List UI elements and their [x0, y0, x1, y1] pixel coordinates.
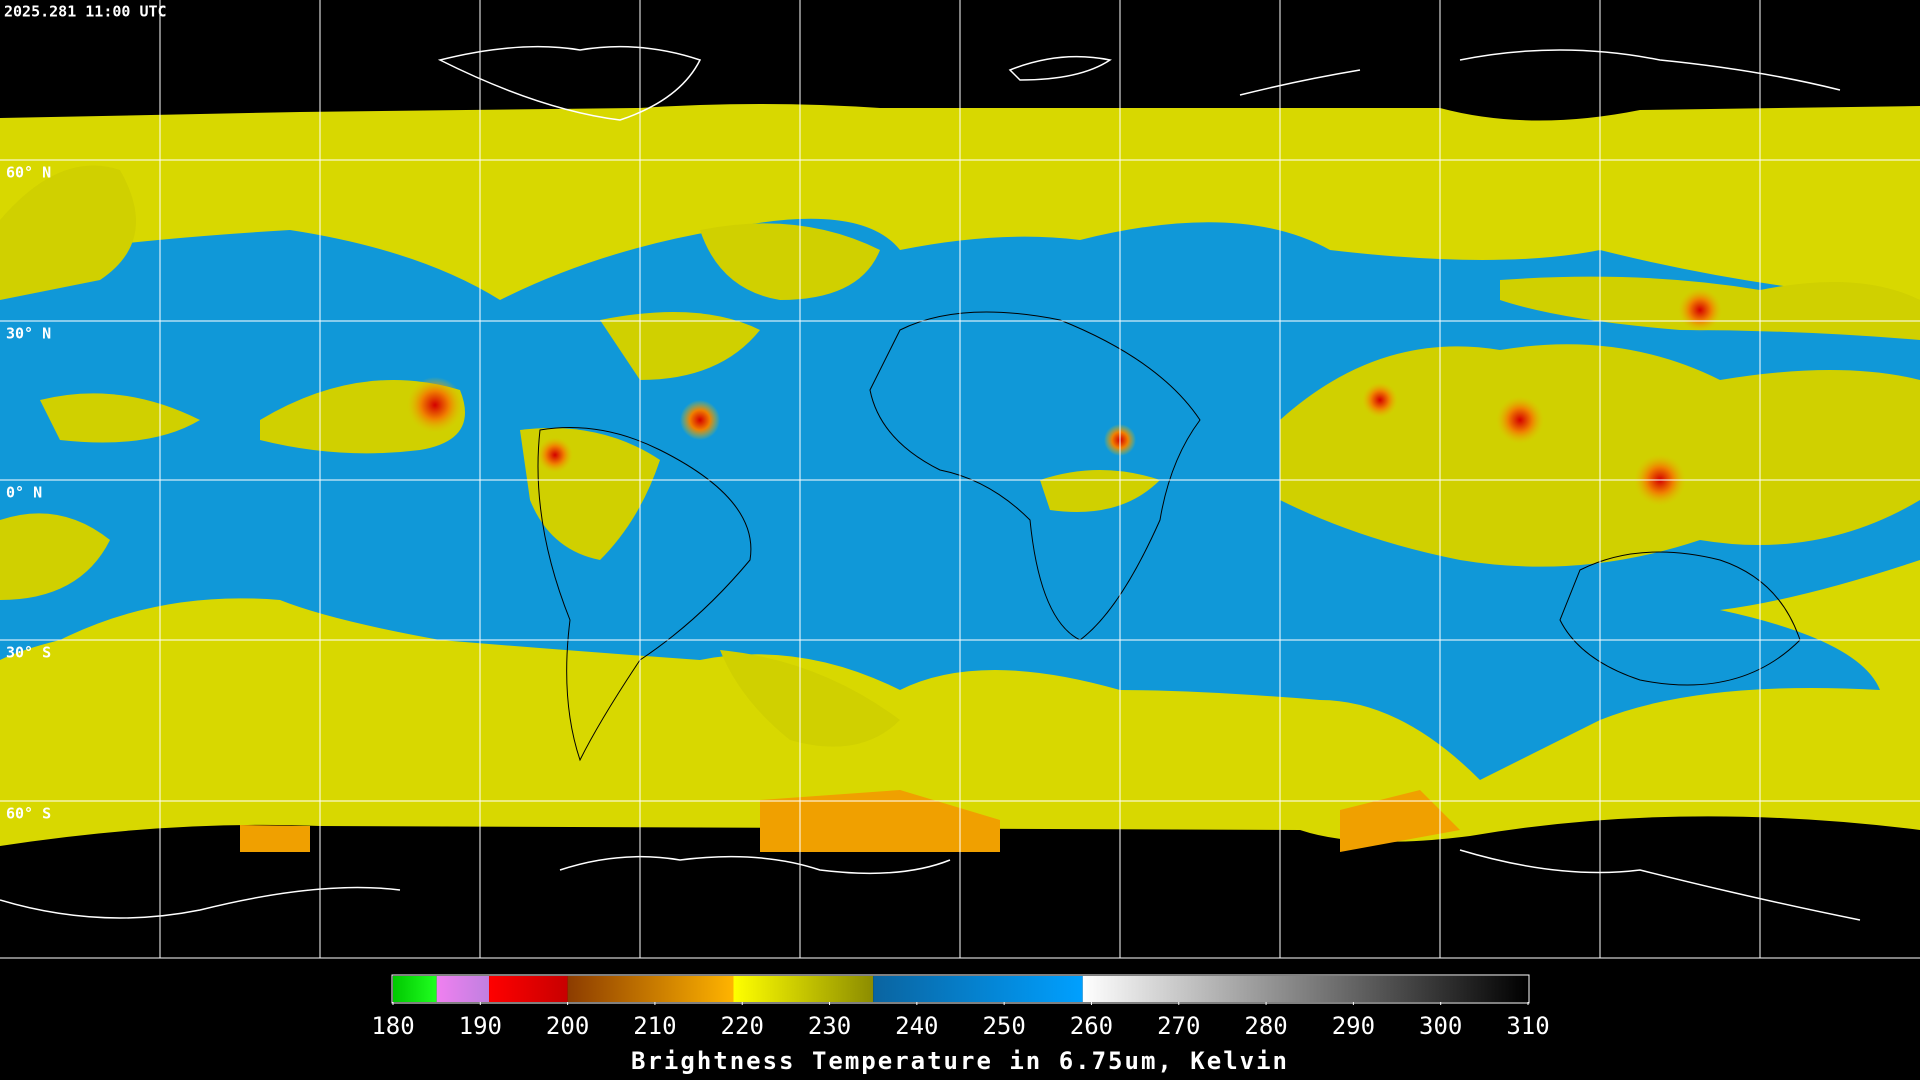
coastlines [0, 45, 1861, 921]
colorbar-tick-label: 220 [721, 1012, 764, 1040]
colorbar-frame [391, 974, 1530, 1004]
colorbar-tick-label: 300 [1419, 1012, 1462, 1040]
lat-label: 0° N [6, 484, 42, 502]
colorbar-tick-label: 190 [459, 1012, 502, 1040]
warm-patches [240, 790, 1460, 852]
colorbar-segment [733, 976, 874, 1002]
colorbar-tick-label: 200 [546, 1012, 589, 1040]
colorbar-segment [567, 976, 734, 1002]
lat-label: 60° N [6, 164, 51, 182]
lat-labels: 60° N 30° N 0° N 30° S 60° S [6, 164, 51, 823]
colorbar-label: Brightness Temperature in 6.75um, Kelvin [631, 1047, 1289, 1075]
colorbar-tick-label: 260 [1070, 1012, 1113, 1040]
colorbar-segment [436, 976, 490, 1002]
colorbar-tick-label: 290 [1332, 1012, 1375, 1040]
timestamp: 2025.281 11:00 UTC [4, 3, 167, 21]
colorbar: 180 190 200 210 220 230 240 250 260 270 280 290 300 3… [371, 976, 1550, 1040]
colorbar-tick-label: 270 [1157, 1012, 1200, 1040]
colorbar-segment [873, 976, 1083, 1002]
colorbar-segment [489, 976, 568, 1002]
colorbar-tick-label: 210 [633, 1012, 676, 1040]
lat-label: 30° S [6, 644, 51, 662]
colorbar-tick-label: 180 [371, 1012, 414, 1040]
colorbar-tick-label: 280 [1244, 1012, 1287, 1040]
colorbar-segment [393, 976, 437, 1002]
colorbar-segment [1082, 976, 1528, 1002]
colorbar-tick-label: 240 [895, 1012, 938, 1040]
graticule [0, 0, 1920, 959]
colorbar-tick-label: 230 [808, 1012, 851, 1040]
lat-label: 30° N [6, 325, 51, 343]
colorbar-tick-label: 250 [982, 1012, 1025, 1040]
colorbar-tick-label: 310 [1506, 1012, 1549, 1040]
lat-label: 60° S [6, 805, 51, 823]
